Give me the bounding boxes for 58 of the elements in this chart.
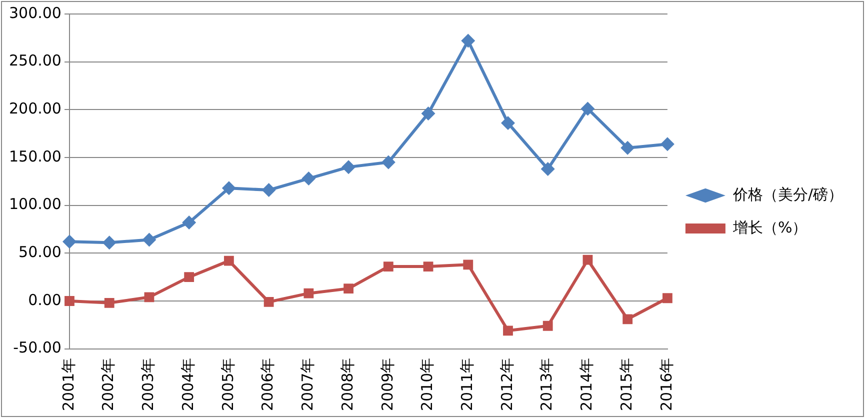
point <box>262 183 276 198</box>
y-tick-label: 250.00 <box>8 52 62 70</box>
x-tick-label: 2001年 <box>59 358 78 412</box>
point <box>64 296 74 306</box>
legend-label: 价格（美分/磅） <box>732 185 844 204</box>
point <box>264 297 274 307</box>
point <box>182 216 196 230</box>
y-tick-label: 0.00 <box>28 290 62 309</box>
point <box>660 137 674 152</box>
y-tick-label: 300.00 <box>8 4 62 22</box>
point <box>461 34 476 48</box>
point <box>104 298 114 308</box>
point <box>580 102 595 116</box>
x-tick-label: 2012年 <box>498 358 516 412</box>
y-tick-label: 150.00 <box>8 147 62 166</box>
y-tick-label: 50.00 <box>18 243 62 262</box>
x-tick-label: 2005年 <box>218 358 237 412</box>
x-tick-label: 2008年 <box>338 358 356 412</box>
x-tick-label: 2004年 <box>178 358 197 412</box>
x-tick-label: 2016年 <box>657 358 676 412</box>
point <box>582 254 593 265</box>
point <box>304 288 314 298</box>
x-tick-label: 2003年 <box>139 358 158 412</box>
point <box>620 140 635 155</box>
x-tick-label: 2010年 <box>418 358 436 412</box>
y-tick-label: 100.00 <box>8 195 62 214</box>
point <box>503 326 513 336</box>
x-tick-label: 2013年 <box>538 358 556 412</box>
point <box>500 116 515 130</box>
y-tick-label: -50.00 <box>13 338 62 357</box>
point <box>421 106 436 120</box>
point <box>224 256 234 266</box>
point <box>62 234 76 249</box>
x-tick-label: 2007年 <box>298 358 317 412</box>
point <box>463 260 474 270</box>
point <box>540 162 555 176</box>
point <box>381 155 396 170</box>
point <box>423 262 434 272</box>
x-tick-label: 2006年 <box>258 358 277 412</box>
point <box>342 160 356 174</box>
point <box>383 262 394 272</box>
point <box>222 181 236 196</box>
point <box>302 172 316 186</box>
x-tick-label: 2011年 <box>458 358 476 412</box>
point <box>344 284 354 294</box>
x-tick-label: 2014年 <box>578 358 596 412</box>
point <box>144 292 154 302</box>
point <box>142 232 156 247</box>
x-tick-label: 2002年 <box>99 358 118 412</box>
x-tick-label: 2009年 <box>378 358 396 412</box>
point <box>102 236 116 250</box>
point <box>622 314 633 324</box>
point <box>662 293 672 304</box>
x-tick-label: 2015年 <box>617 358 636 412</box>
point <box>542 320 553 331</box>
legend-label: 增长（%） <box>732 218 808 236</box>
point <box>184 272 194 282</box>
y-tick-label: 200.00 <box>8 100 62 118</box>
